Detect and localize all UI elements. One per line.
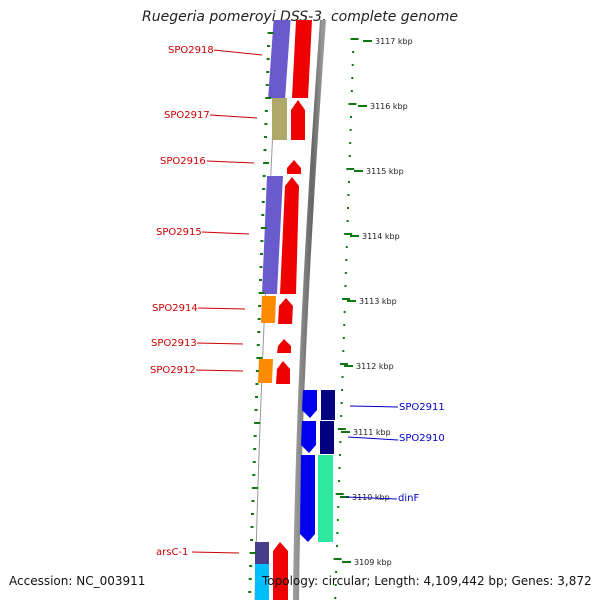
gene-spo2918-cds[interactable]	[292, 20, 312, 98]
scale-label: 3114 kbp	[362, 232, 400, 241]
leader-line	[195, 369, 244, 372]
gene-dinf-domain	[318, 455, 333, 542]
leader-line	[209, 114, 258, 119]
reverse-strand	[300, 390, 335, 542]
gene-spo2911-domain	[321, 390, 335, 420]
reverse-gene-label[interactable]: SPO2911	[399, 402, 445, 413]
gene-spo2912-cds[interactable]	[276, 361, 290, 384]
scale-label: 3112 kbp	[356, 362, 394, 371]
gene-spo2917-cds[interactable]	[291, 100, 305, 140]
gene-arsc1-domain-2	[255, 564, 269, 600]
scale-label: 3117 kbp	[375, 37, 413, 46]
gene-spo2916-cds[interactable]	[287, 160, 301, 174]
leader-line	[196, 342, 244, 345]
leader-line	[206, 160, 255, 164]
leader-line	[345, 496, 398, 500]
gene-spo2914-cds[interactable]	[278, 298, 293, 324]
gene-spo2914-domain	[261, 296, 276, 323]
leader-line	[197, 307, 246, 310]
gene-spo2915-cds[interactable]	[280, 177, 299, 294]
scale-labels: 3117 kbp 3116 kbp 3115 kbp 3114 kbp 3113 kbp…	[340, 37, 413, 567]
forward-gene-label[interactable]: SPO2914	[152, 303, 198, 314]
gene-spo2910-cds[interactable]	[301, 421, 316, 453]
reverse-gene-label[interactable]: SPO2910	[399, 433, 445, 444]
gene-spo2918-domain	[268, 20, 291, 98]
map-title: Ruegeria pomeroyi DSS-3, complete genome	[142, 9, 458, 25]
scale-ticks	[248, 32, 359, 599]
topology-label: Topology: circular; Length: 4,109,442 bp…	[262, 574, 592, 588]
reverse-gene-label[interactable]: dinF	[398, 493, 419, 504]
forward-gene-label[interactable]: SPO2918	[168, 45, 214, 56]
forward-gene-label[interactable]: arsC-1	[156, 547, 188, 558]
forward-gene-labels: SPO2918 SPO2917 SPO2916 SPO2915 SPO2914 SPO29…	[150, 45, 263, 558]
scale-label: 3116 kbp	[370, 102, 408, 111]
scale-label: 3111 kbp	[353, 428, 391, 437]
forward-gene-label[interactable]: SPO2916	[160, 156, 206, 167]
scale-label: 3113 kbp	[359, 297, 397, 306]
leader-line	[191, 551, 240, 554]
forward-gene-label[interactable]: SPO2913	[151, 338, 197, 349]
accession-label: Accession: NC_003911	[9, 574, 146, 588]
leader-line	[201, 231, 250, 235]
backbone-ring	[293, 19, 326, 600]
gene-spo2912-domain	[258, 359, 273, 383]
forward-strand	[255, 20, 312, 600]
gene-arsc1-domain	[255, 542, 269, 564]
forward-gene-label[interactable]: SPO2917	[164, 110, 210, 121]
gene-arsc1-cds[interactable]	[273, 542, 288, 600]
gene-spo2915-domain	[262, 176, 283, 294]
reverse-gene-labels: SPO2911 SPO2910 dinF	[345, 402, 445, 504]
gene-spo2910-domain	[320, 421, 334, 454]
scale-label: 3115 kbp	[366, 167, 404, 176]
leader-line	[347, 436, 399, 441]
forward-gene-label[interactable]: SPO2915	[156, 227, 202, 238]
gene-spo2913-cds[interactable]	[277, 339, 291, 353]
leader-line	[213, 49, 263, 56]
scale-label: 3109 kbp	[354, 558, 392, 567]
gene-spo2917-domain	[272, 98, 287, 140]
gene-dinf-cds[interactable]	[300, 455, 315, 542]
gene-spo2911-cds[interactable]	[302, 390, 317, 418]
leader-line	[349, 405, 399, 408]
forward-gene-label[interactable]: SPO2912	[150, 365, 196, 376]
